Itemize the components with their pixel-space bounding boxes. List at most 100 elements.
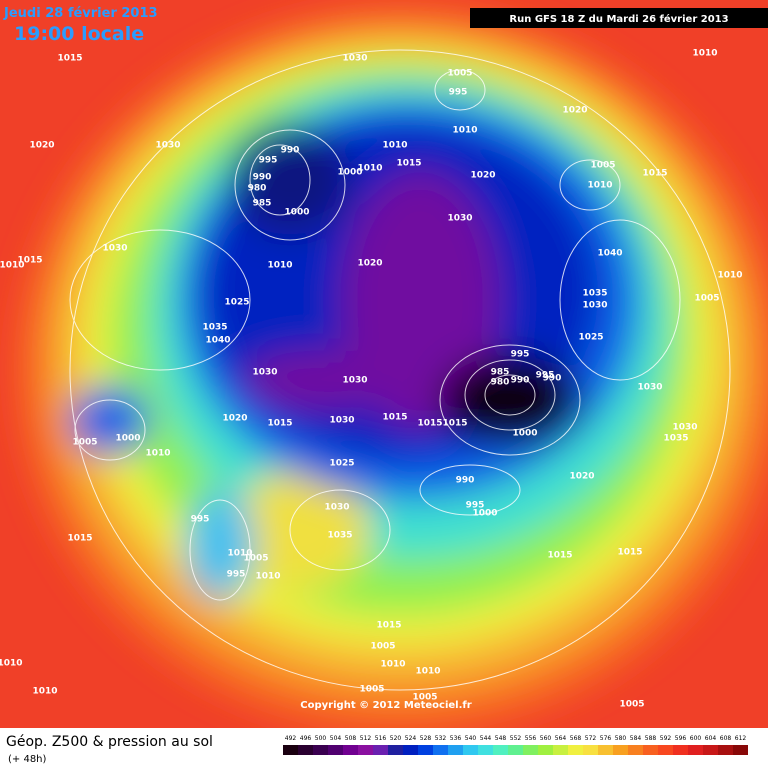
colorbar-tick-label: 604 xyxy=(705,735,717,742)
colorbar-swatch xyxy=(658,745,673,755)
colorbar-tick-label: 584 xyxy=(630,735,642,742)
isobar-label: 1010 xyxy=(0,261,25,271)
isobar-label: 1030 xyxy=(324,503,349,513)
copyright: Copyright © 2012 Meteociel.fr xyxy=(300,700,471,711)
isobar-label: 995 xyxy=(191,515,210,525)
isobar-label: 1015 xyxy=(67,534,92,544)
isobar-label: 995 xyxy=(449,88,468,98)
colorbar-tick-label: 600 xyxy=(690,735,702,742)
isobar-label: 1010 xyxy=(587,181,612,191)
isobar-label: 1030 xyxy=(155,141,180,151)
isobar-label: 1015 xyxy=(376,621,401,631)
colorbar-swatch xyxy=(688,745,703,755)
isobar-label: 1000 xyxy=(472,509,497,519)
isobar-label: 1000 xyxy=(115,434,140,444)
isobar-label: 995 xyxy=(536,371,555,381)
isobar-label: 1025 xyxy=(578,333,603,343)
isobar-label: 1005 xyxy=(694,294,719,304)
isobar-label: 1020 xyxy=(562,106,587,116)
isobar-label: 990 xyxy=(456,476,475,486)
colorbar-tick-label: 508 xyxy=(345,735,357,742)
colorbar-tick-label: 496 xyxy=(300,735,312,742)
isobar-label: 1030 xyxy=(582,301,607,311)
colorbar-tick-label: 608 xyxy=(720,735,732,742)
isobar-label: 995 xyxy=(511,350,530,360)
colorbar-swatch xyxy=(373,745,388,755)
colorbar-swatch xyxy=(508,745,523,755)
isobar-label: 1010 xyxy=(717,271,742,281)
colorbar-tick-label: 576 xyxy=(600,735,612,742)
colorbar-tick-label: 572 xyxy=(585,735,597,742)
isobar-label: 1010 xyxy=(415,667,440,677)
isobar-label: 1025 xyxy=(329,459,354,469)
isobar-label: 1015 xyxy=(267,419,292,429)
colorbar-swatch xyxy=(403,745,418,755)
colorbar-tick-label: 504 xyxy=(330,735,342,742)
isobar-label: 1015 xyxy=(17,256,42,266)
isobar-label: 1010 xyxy=(452,126,477,136)
isobar-label: 1010 xyxy=(255,572,280,582)
colorbar-tick-label: 568 xyxy=(570,735,582,742)
isobar-label: 1020 xyxy=(470,171,495,181)
isobar-label: 1030 xyxy=(252,368,277,378)
isobar-label: 1020 xyxy=(29,141,54,151)
isobar-label: 1030 xyxy=(342,54,367,64)
colorbar-swatch xyxy=(448,745,463,755)
run-info: Run GFS 18 Z du Mardi 26 février 2013 xyxy=(509,13,728,25)
footer-lead: (+ 48h) xyxy=(8,754,47,765)
isobar-label: 1035 xyxy=(663,434,688,444)
colorbar-tick-label: 544 xyxy=(480,735,492,742)
colorbar-tick-label: 520 xyxy=(390,735,402,742)
isobar-label: 1005 xyxy=(412,693,437,703)
isobar-label: 1040 xyxy=(205,336,230,346)
colorbar-swatch xyxy=(478,745,493,755)
isobar-label: 1005 xyxy=(370,642,395,652)
isobar-label: 1000 xyxy=(284,208,309,218)
isobar-label: 1015 xyxy=(617,548,642,558)
isobar-label: 980 xyxy=(491,378,510,388)
run-box xyxy=(470,8,768,28)
colorbar-tick-label: 556 xyxy=(525,735,537,742)
isobar-label: 1015 xyxy=(57,54,82,64)
isobar-label: 1020 xyxy=(222,414,247,424)
isobar-label: 1035 xyxy=(327,531,352,541)
isobar-label: 990 xyxy=(281,146,300,156)
colorbar: 492 496 500 504 508 512 516 520 524 528 532 536 540 5… xyxy=(283,735,748,755)
isobar-label: 1015 xyxy=(382,413,407,423)
isobar-label: 1000 xyxy=(512,429,537,439)
isobar-label: 1030 xyxy=(447,214,472,224)
colorbar-swatch xyxy=(343,745,358,755)
isobar-label: 1030 xyxy=(672,423,697,433)
colorbar-swatch xyxy=(493,745,508,755)
colorbar-tick-label: 612 xyxy=(735,735,747,742)
colorbar-swatch xyxy=(433,745,448,755)
colorbar-tick-label: 548 xyxy=(495,735,507,742)
colorbar-tick-label: 516 xyxy=(375,735,387,742)
isobar-label: 1020 xyxy=(357,259,382,269)
isobar-label: 1015 xyxy=(547,551,572,561)
colorbar-swatch xyxy=(418,745,433,755)
isobar-label: 1005 xyxy=(447,69,472,79)
isobar-label: 1030 xyxy=(329,416,354,426)
colorbar-swatch xyxy=(538,745,553,755)
colorbar-swatch xyxy=(283,745,298,755)
isobar-label: 1010 xyxy=(0,659,23,669)
colorbar-tick-label: 492 xyxy=(285,735,297,742)
footer-title: Géop. Z500 & pression au sol xyxy=(6,734,213,750)
isobar-label: 1010 xyxy=(382,141,407,151)
colorbar-tick-label: 564 xyxy=(555,735,567,742)
colorbar-swatch xyxy=(388,745,403,755)
isobar-label: 1035 xyxy=(202,323,227,333)
colorbar-swatch xyxy=(523,745,538,755)
isobar-label: 1020 xyxy=(569,472,594,482)
isobar-label: 1010 xyxy=(227,549,252,559)
colorbar-tick-label: 524 xyxy=(405,735,417,742)
isobar-label: 990 xyxy=(543,374,562,384)
isobar-label: 980 xyxy=(248,184,267,194)
colorbar-swatch xyxy=(568,745,583,755)
isobar-label: 990 xyxy=(253,173,272,183)
colorbar-swatch xyxy=(463,745,478,755)
colorbar-tick-label: 552 xyxy=(510,735,522,742)
